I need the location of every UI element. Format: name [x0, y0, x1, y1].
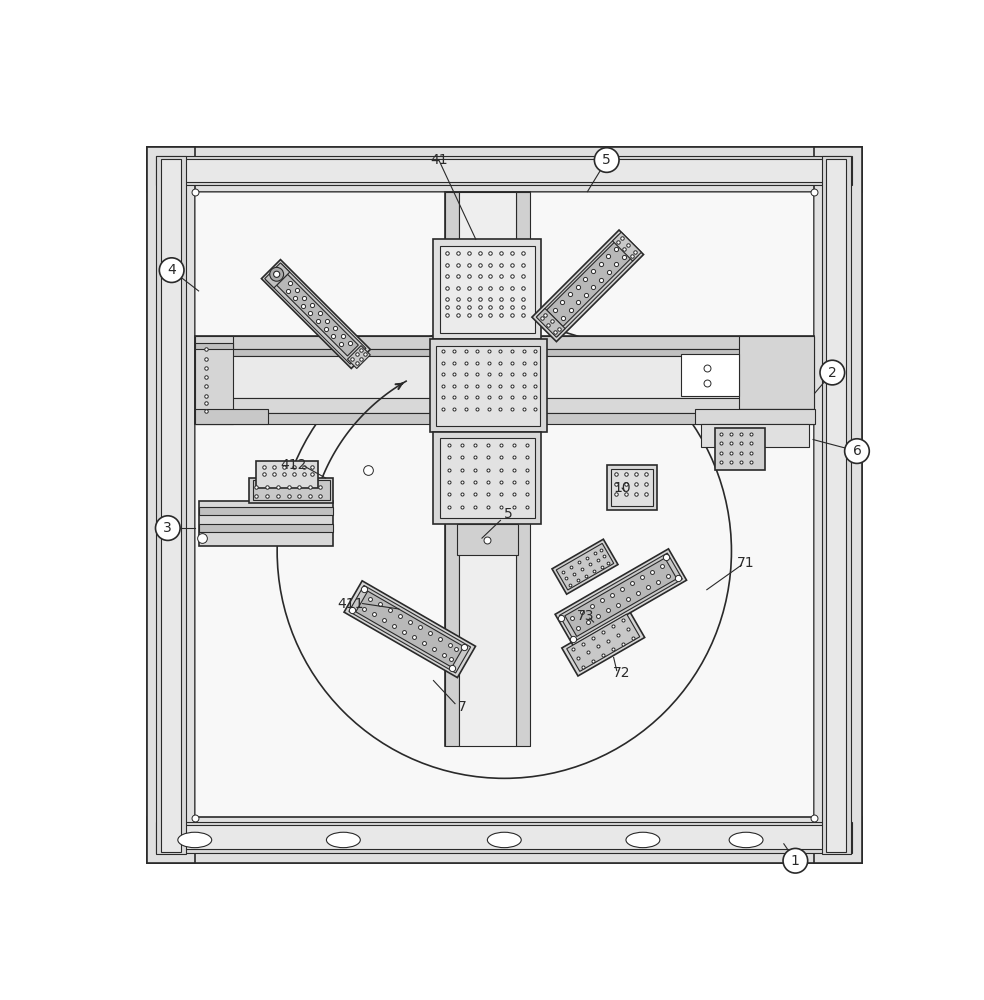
- Bar: [610, 469, 653, 506]
- Bar: [195, 343, 233, 349]
- Bar: [434, 432, 541, 524]
- Polygon shape: [612, 232, 642, 261]
- Bar: [160, 158, 181, 852]
- Bar: [195, 349, 814, 356]
- Bar: [696, 409, 815, 424]
- Bar: [156, 156, 852, 185]
- Text: 4: 4: [167, 263, 176, 277]
- Ellipse shape: [487, 832, 522, 848]
- Bar: [739, 336, 814, 409]
- Bar: [257, 461, 318, 488]
- Text: 10: 10: [613, 481, 631, 495]
- Bar: [714, 428, 765, 470]
- Polygon shape: [556, 543, 614, 590]
- Circle shape: [159, 258, 184, 282]
- Polygon shape: [562, 609, 645, 676]
- Bar: [195, 398, 814, 413]
- Polygon shape: [559, 553, 682, 641]
- Bar: [253, 480, 330, 500]
- Bar: [249, 478, 334, 503]
- Bar: [160, 825, 848, 849]
- Bar: [434, 239, 541, 339]
- Ellipse shape: [626, 832, 660, 848]
- Text: 411: 411: [338, 597, 363, 611]
- Text: 412: 412: [280, 458, 306, 472]
- Text: 6: 6: [852, 444, 861, 458]
- Circle shape: [820, 360, 844, 385]
- Bar: [156, 156, 186, 854]
- Polygon shape: [356, 591, 463, 667]
- Polygon shape: [536, 308, 565, 337]
- Bar: [147, 147, 862, 192]
- Bar: [445, 192, 459, 746]
- Bar: [195, 336, 814, 349]
- Text: 5: 5: [504, 507, 513, 521]
- Bar: [440, 246, 535, 333]
- Polygon shape: [347, 346, 370, 368]
- Bar: [516, 192, 529, 746]
- Polygon shape: [349, 585, 470, 673]
- Polygon shape: [262, 260, 370, 368]
- Text: 72: 72: [613, 666, 631, 680]
- Bar: [147, 147, 195, 863]
- Ellipse shape: [178, 832, 212, 848]
- Bar: [430, 339, 547, 432]
- Bar: [195, 413, 814, 424]
- Polygon shape: [565, 558, 677, 636]
- Circle shape: [274, 271, 279, 277]
- Bar: [160, 158, 848, 182]
- Bar: [739, 409, 814, 424]
- Text: 41: 41: [430, 153, 448, 167]
- Text: 2: 2: [828, 366, 836, 380]
- Bar: [702, 424, 809, 447]
- Bar: [814, 147, 862, 863]
- Ellipse shape: [327, 832, 360, 848]
- Bar: [156, 822, 852, 853]
- Polygon shape: [532, 230, 644, 342]
- Bar: [199, 524, 334, 532]
- Polygon shape: [266, 264, 366, 364]
- Bar: [436, 346, 540, 426]
- Circle shape: [270, 267, 283, 281]
- Bar: [195, 192, 814, 825]
- Bar: [607, 465, 656, 510]
- Polygon shape: [567, 614, 640, 671]
- Polygon shape: [555, 549, 687, 646]
- Polygon shape: [265, 263, 289, 288]
- Bar: [681, 354, 739, 396]
- Bar: [457, 524, 519, 555]
- Bar: [440, 438, 535, 518]
- Bar: [195, 356, 814, 398]
- Circle shape: [844, 439, 869, 463]
- Polygon shape: [537, 235, 639, 337]
- Bar: [199, 501, 334, 546]
- Bar: [147, 817, 862, 863]
- Bar: [195, 409, 268, 424]
- Circle shape: [594, 148, 619, 172]
- Bar: [459, 192, 516, 746]
- Text: 5: 5: [602, 153, 611, 167]
- Circle shape: [155, 516, 180, 540]
- Text: 3: 3: [163, 521, 172, 535]
- Text: 1: 1: [791, 854, 800, 868]
- Polygon shape: [547, 242, 631, 326]
- Bar: [195, 336, 814, 424]
- Polygon shape: [552, 539, 618, 594]
- Polygon shape: [344, 581, 475, 678]
- Text: 73: 73: [578, 609, 594, 623]
- Ellipse shape: [729, 832, 763, 848]
- Bar: [195, 336, 233, 424]
- Text: 71: 71: [736, 556, 754, 570]
- Bar: [822, 156, 851, 854]
- Bar: [827, 158, 846, 852]
- Circle shape: [783, 848, 808, 873]
- Bar: [445, 192, 529, 746]
- Bar: [199, 507, 334, 515]
- Text: 7: 7: [459, 700, 467, 714]
- Polygon shape: [277, 274, 358, 356]
